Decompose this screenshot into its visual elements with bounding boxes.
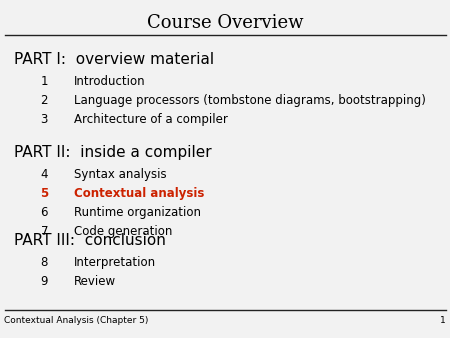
Text: Contextual analysis: Contextual analysis <box>74 187 205 200</box>
Text: Language processors (tombstone diagrams, bootstrapping): Language processors (tombstone diagrams,… <box>74 94 426 107</box>
Text: Introduction: Introduction <box>74 75 146 88</box>
Text: Runtime organization: Runtime organization <box>74 206 201 219</box>
Text: Review: Review <box>74 275 117 288</box>
Text: 6: 6 <box>40 206 48 219</box>
Text: Code generation: Code generation <box>74 225 173 238</box>
Text: Syntax analysis: Syntax analysis <box>74 168 167 181</box>
Text: 1: 1 <box>40 75 48 88</box>
Text: 2: 2 <box>40 94 48 107</box>
Text: Contextual Analysis (Chapter 5): Contextual Analysis (Chapter 5) <box>4 316 149 325</box>
Text: Interpretation: Interpretation <box>74 256 157 269</box>
Text: 9: 9 <box>40 275 48 288</box>
Text: 7: 7 <box>40 225 48 238</box>
Text: Architecture of a compiler: Architecture of a compiler <box>74 113 228 126</box>
Text: 8: 8 <box>40 256 48 269</box>
Text: 3: 3 <box>40 113 48 126</box>
Text: PART II:  inside a compiler: PART II: inside a compiler <box>14 145 211 160</box>
Text: 4: 4 <box>40 168 48 181</box>
Text: Course Overview: Course Overview <box>147 14 303 31</box>
Text: PART III:  conclusion: PART III: conclusion <box>14 233 166 248</box>
Text: 5: 5 <box>40 187 49 200</box>
Text: 1: 1 <box>440 316 446 325</box>
Text: PART I:  overview material: PART I: overview material <box>14 52 214 67</box>
